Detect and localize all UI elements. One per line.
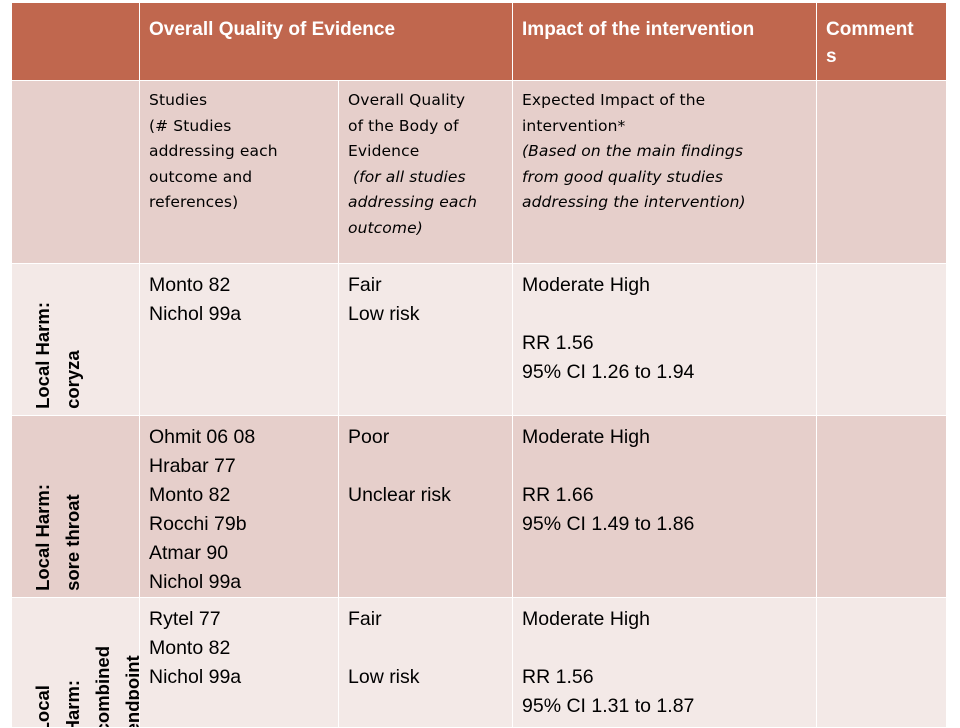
studies-cell: Rytel 77 Monto 82 Nichol 99a (139, 597, 339, 728)
row-label-cell: Local Harm: coryza (11, 263, 140, 416)
header-blank-cell (11, 2, 140, 81)
risk-of-bias: Low risk (348, 666, 420, 688)
impact-cell: Moderate High RR 1.56 95% CI 1.26 to 1.9… (512, 263, 818, 416)
quality-rating: Poor (348, 426, 390, 448)
studies-cell: Ohmit 06 08 Hrabar 77 Monto 82 Rocchi 79… (139, 415, 339, 598)
study-reference: Nichol 99a (149, 571, 242, 593)
comments-cell (816, 263, 948, 416)
subheader-impact-line: addressing the intervention) (522, 193, 746, 211)
row-label-cell: Local Harm: sore throat (11, 415, 140, 598)
header-impact: Impact of the intervention (522, 19, 755, 40)
study-reference: Nichol 99a (149, 666, 242, 688)
subheader-quality-line: of the Body of (348, 116, 459, 135)
header-comments-line1: Comment (826, 19, 914, 40)
relative-risk: RR 1.66 (522, 484, 594, 506)
subheader-impact-line: Expected Impact of the (522, 91, 706, 109)
row-label-line: Local Harm: (32, 484, 53, 591)
risk-of-bias: Low risk (348, 303, 420, 325)
subheader-impact-line: from good quality studies (522, 167, 724, 186)
row-label-line: endpoint (122, 654, 140, 728)
study-reference: Ohmit 06 08 (149, 426, 256, 448)
study-reference: Rocchi 79b (149, 513, 247, 535)
impact-level: Moderate High (522, 426, 650, 448)
study-reference: Monto 82 (149, 274, 231, 296)
subheader-quality: Overall Quality of the Body of Evidence … (339, 81, 512, 241)
row-label-line: coryza (62, 350, 83, 409)
subheader-quality-line: outcome) (348, 218, 423, 237)
header-row: Overall Quality of Evidence Impact of th… (11, 2, 948, 81)
row-label-line: Local (32, 684, 53, 728)
confidence-interval: 95% CI 1.49 to 1.86 (522, 513, 695, 535)
subheader-quality-cell: Overall Quality of the Body of Evidence … (337, 80, 514, 264)
row-label: Local Harm: coryza (28, 302, 88, 409)
subheader-quality-line: Evidence (348, 142, 420, 160)
row-label: Local Harm: combined endpoint (28, 645, 140, 728)
subheader-impact: Expected Impact of the intervention* (Ba… (513, 81, 816, 216)
study-reference: Hrabar 77 (149, 455, 236, 477)
subheader-studies: Studies (# Studies addressing each outco… (140, 81, 338, 216)
confidence-interval: 95% CI 1.26 to 1.94 (522, 361, 695, 383)
comments-cell (816, 415, 948, 598)
subheader-row: Studies (# Studies addressing each outco… (11, 80, 948, 264)
subheader-studies-line: addressing each (149, 142, 278, 160)
subheader-studies-cell: Studies (# Studies addressing each outco… (139, 80, 339, 264)
impact-level: Moderate High (522, 608, 650, 630)
header-comments-line2: s (826, 46, 837, 67)
row-label-line: Harm: (62, 679, 83, 728)
studies-cell: Monto 82 Nichol 99a (139, 263, 339, 416)
subheader-impact-line: intervention* (522, 116, 626, 135)
quality-cell: Fair Low risk (337, 597, 514, 728)
impact-cell: Moderate High RR 1.56 95% CI 1.31 to 1.8… (512, 597, 818, 728)
evidence-table: Overall Quality of Evidence Impact of th… (11, 2, 948, 728)
row-label: Local Harm: sore throat (28, 484, 88, 591)
study-reference: Atmar 90 (149, 542, 229, 564)
subheader-impact-line: (Based on the main findings (522, 142, 743, 160)
risk-of-bias: Unclear risk (348, 484, 451, 506)
row-label-cell: Local Harm: combined endpoint (11, 597, 140, 728)
table-row: Local Harm: sore throat Ohmit 06 08 Hrab… (11, 415, 948, 598)
relative-risk: RR 1.56 (522, 332, 594, 354)
row-label-line: Local Harm: (32, 302, 53, 409)
table-row: Local Harm: combined endpoint Rytel 77 M… (11, 597, 948, 728)
subheader-quality-line: (for all studies (353, 167, 466, 186)
quality-cell: Poor Unclear risk (337, 415, 514, 598)
row-label-line: sore throat (62, 494, 83, 591)
subheader-comments-cell (816, 80, 948, 264)
study-reference: Monto 82 (149, 484, 231, 506)
relative-risk: RR 1.56 (522, 666, 594, 688)
header-overall-quality: Overall Quality of Evidence (149, 19, 396, 40)
impact-level: Moderate High (522, 274, 650, 296)
subheader-blank-cell (11, 80, 140, 264)
quality-rating: Fair (348, 274, 382, 296)
header-impact-cell: Impact of the intervention (512, 2, 818, 81)
comments-cell (816, 597, 948, 728)
subheader-quality-line: Overall Quality (348, 91, 466, 109)
study-reference: Nichol 99a (149, 303, 242, 325)
row-label-line: combined (92, 645, 113, 728)
quality-cell: Fair Low risk (337, 263, 514, 416)
subheader-impact-cell: Expected Impact of the intervention* (Ba… (512, 80, 818, 264)
quality-rating: Fair (348, 608, 382, 630)
subheader-studies-line: outcome and (149, 167, 253, 186)
confidence-interval: 95% CI 1.31 to 1.87 (522, 695, 695, 717)
table-row: Local Harm: coryza Monto 82 Nichol 99a F… (11, 263, 948, 416)
study-reference: Rytel 77 (149, 608, 221, 630)
subheader-quality-line: addressing each (348, 193, 478, 211)
header-comments-cell: Comment s (816, 2, 948, 81)
impact-cell: Moderate High RR 1.66 95% CI 1.49 to 1.8… (512, 415, 818, 598)
subheader-studies-line: (# Studies (149, 116, 232, 135)
header-comments: Comment s (817, 3, 946, 70)
subheader-studies-line: Studies (149, 91, 208, 109)
study-reference: Monto 82 (149, 637, 231, 659)
subheader-studies-line: references) (149, 193, 239, 211)
header-overall-quality-cell: Overall Quality of Evidence (138, 2, 514, 81)
